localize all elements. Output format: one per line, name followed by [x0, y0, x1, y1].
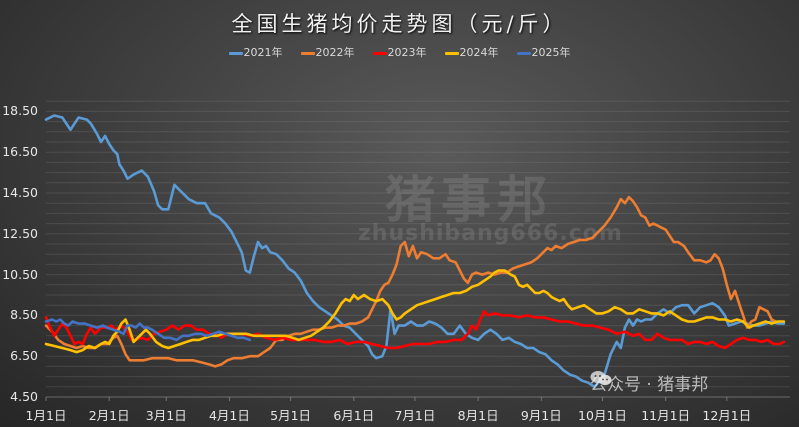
legend-swatch — [228, 51, 243, 55]
legend-item-2022[interactable]: 2022年 — [300, 44, 355, 60]
series-line-2023 — [44, 309, 786, 350]
y-tick-label: 16.50 — [2, 144, 38, 160]
watermark-logo: 猪事邦 — [385, 171, 553, 229]
x-tick-label: 4月1日 — [208, 408, 250, 423]
y-tick-label: 18.50 — [2, 103, 38, 119]
x-tick-label: 8月1日 — [457, 408, 499, 423]
x-tick-label: 1月1日 — [25, 408, 67, 423]
legend-label: 2024年 — [459, 46, 499, 59]
x-tick-label: 2月1日 — [88, 408, 130, 423]
y-tick-label: 6.50 — [10, 348, 38, 364]
legend-item-2023[interactable]: 2023年 — [372, 44, 427, 60]
legend-label: 2021年 — [243, 46, 283, 59]
series-line-2025 — [44, 318, 252, 342]
legend-swatch — [444, 51, 459, 55]
legend-label: 2023年 — [387, 46, 427, 59]
x-tick-label: 5月1日 — [270, 408, 312, 423]
x-tick-label: 10月1日 — [578, 408, 627, 423]
chart-legend: 2021年 2022年 2023年 2024年 2025年 — [0, 44, 799, 60]
legend-item-2025[interactable]: 2025年 — [516, 44, 571, 60]
x-tick-label: 9月1日 — [520, 408, 562, 423]
y-tick-label: 12.50 — [2, 225, 38, 241]
chart-title: 全国生猪均价走势图（元/斤） — [231, 12, 568, 36]
legend-item-2024[interactable]: 2024年 — [444, 44, 499, 60]
x-tick-label: 11月1日 — [641, 408, 691, 423]
series-line-2021 — [44, 114, 786, 389]
legend-swatch — [516, 51, 531, 55]
wechat-icon — [590, 371, 612, 386]
x-tick-label: 12月1日 — [702, 408, 752, 423]
x-tick-label: 7月1日 — [394, 408, 436, 423]
watermark-footer-text: 公众号 · 猪事邦 — [590, 375, 709, 395]
legend-swatch — [300, 51, 315, 55]
legend-label: 2022年 — [315, 46, 355, 59]
legend-label: 2025年 — [531, 46, 571, 59]
legend-item-2021[interactable]: 2021年 — [228, 44, 283, 60]
x-tick-label: 3月1日 — [145, 408, 187, 423]
y-tick-label: 10.50 — [2, 266, 38, 282]
watermark-wechat: 公众号 · 猪事邦 — [590, 370, 708, 395]
series-line-2024 — [44, 269, 786, 354]
x-tick-label: 6月1日 — [333, 408, 375, 423]
legend-swatch — [372, 51, 387, 55]
y-tick-label: 4.50 — [10, 389, 38, 404]
y-tick-label: 8.50 — [10, 307, 38, 323]
series-line-2022 — [44, 195, 778, 368]
y-tick-label: 14.50 — [2, 185, 38, 200]
